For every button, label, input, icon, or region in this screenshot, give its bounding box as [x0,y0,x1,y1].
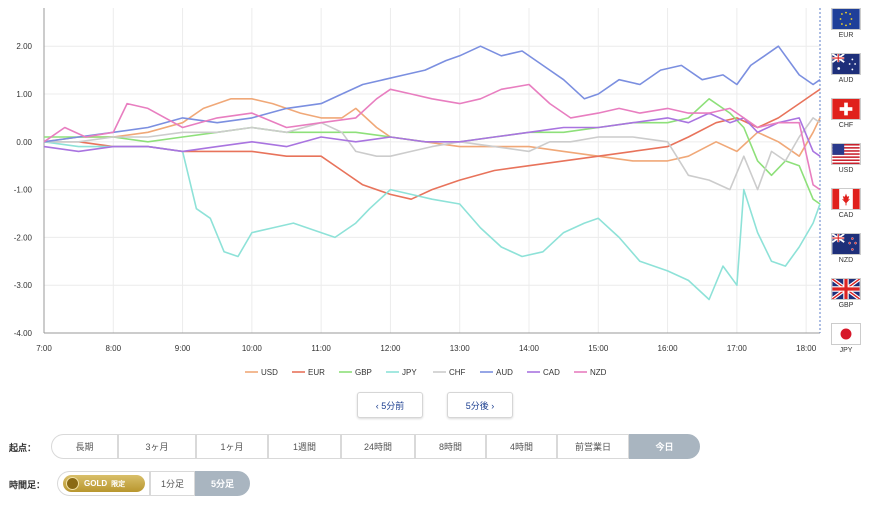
legend-label-gbp: GBP [355,368,372,377]
prev-5min-button[interactable]: ‹ 5分前 [357,392,423,418]
x-tick-label: 16:00 [658,344,679,353]
series-line-cad [43,112,821,157]
canada-flag-icon [831,188,861,210]
flag-label-eur: EUR [838,32,854,39]
flag-usd[interactable]: USD [826,141,868,185]
switzerland-flag-icon [831,98,861,120]
y-tick-label: -2.00 [14,233,33,242]
start-option-4[interactable]: 24時間 [341,434,415,459]
flag-label-gbp: GBP [838,302,854,309]
flag-gbp[interactable]: GBP [826,276,868,320]
uk-flag-icon [831,278,861,300]
legend-label-chf: CHF [449,368,466,377]
legend-label-aud: AUD [496,368,513,377]
x-tick-label: 15:00 [588,344,609,353]
gold-badge-sub: 限定 [111,480,126,488]
flag-label-chf: CHF [838,122,854,129]
timeframe-1min[interactable]: 1分足 [150,471,195,496]
series-lines [43,45,821,301]
currency-strength-chart: 7:00 8:00 9:00 10:00 11:00 12:00 13:00 14:00 15:… [14,8,821,377]
flag-label-aud: AUD [838,77,854,84]
x-tick-label: 7:00 [36,344,52,353]
eu-flag-icon [831,8,861,30]
x-tick-label: 13:00 [450,344,471,353]
legend-label-nzd: NZD [590,368,607,377]
y-tick-label: 2.00 [16,42,32,51]
new-zealand-flag-icon [831,233,861,255]
flag-label-jpy: JPY [839,347,853,354]
series-line-chf [44,117,821,191]
timeframe-label: 時間足： [9,480,46,490]
start-point-label: 起点： [9,443,37,453]
y-tick-label: -4.00 [14,329,33,338]
grid-lines [43,8,820,334]
x-tick-label: 8:00 [105,344,121,353]
x-tick-label: 9:00 [175,344,191,353]
flag-jpy[interactable]: JPY [826,321,868,365]
legend-label-jpy: JPY [402,368,417,377]
flag-aud[interactable]: AUD [826,51,868,95]
start-option-5[interactable]: 8時間 [415,434,486,459]
flag-label-usd: USD [838,167,854,174]
x-tick-label: 18:00 [796,344,817,353]
flag-eur[interactable]: EUR [826,6,868,50]
x-tick-label: 11:00 [311,344,331,353]
flag-label-nzd: NZD [838,257,854,264]
start-option-6[interactable]: 4時間 [486,434,557,459]
start-option-1[interactable]: 3ヶ月 [118,434,196,459]
start-option-7[interactable]: 前営業日 [557,434,629,459]
start-option-2[interactable]: 1ヶ月 [196,434,268,459]
legend-label-eur: EUR [308,368,325,377]
gold-badge-text: GOLD [84,479,108,488]
y-tick-label: 1.00 [16,90,32,99]
flag-nzd[interactable]: NZD [826,231,868,275]
gold-coin-icon [66,477,79,490]
series-line-nzd [43,83,821,191]
flag-cad[interactable]: CAD [826,186,868,230]
series-line-jpy [43,141,821,301]
series-line-eur [44,88,821,200]
flag-chf[interactable]: CHF [826,96,868,140]
timeframe-5min[interactable]: 5分足 [195,471,250,496]
y-tick-label: 0.00 [16,138,32,147]
australia-flag-icon [831,53,861,75]
axes: 7:00 8:00 9:00 10:00 11:00 12:00 13:00 14:00 15:… [14,8,821,353]
legend: USD EUR GBP JPY CHF AUD CAD NZD [245,368,607,377]
x-tick-label: 14:00 [519,344,540,353]
x-tick-label: 10:00 [242,344,263,353]
start-option-8[interactable]: 今日 [629,434,700,459]
japan-flag-icon [831,323,861,345]
flag-label-cad: CAD [838,212,854,219]
x-tick-label: 17:00 [727,344,748,353]
usa-flag-icon [831,143,861,165]
start-option-0[interactable]: 長期 [51,434,118,459]
gold-limited-badge: GOLD 限定 [63,475,145,492]
y-tick-label: -3.00 [14,281,33,290]
x-tick-label: 12:00 [380,344,401,353]
next-5min-button[interactable]: 5分後 › [447,392,513,418]
series-line-aud [43,45,821,143]
start-option-3[interactable]: 1週間 [268,434,341,459]
legend-label-cad: CAD [543,368,560,377]
legend-label-usd: USD [261,368,278,377]
y-tick-label: -1.00 [14,186,33,195]
